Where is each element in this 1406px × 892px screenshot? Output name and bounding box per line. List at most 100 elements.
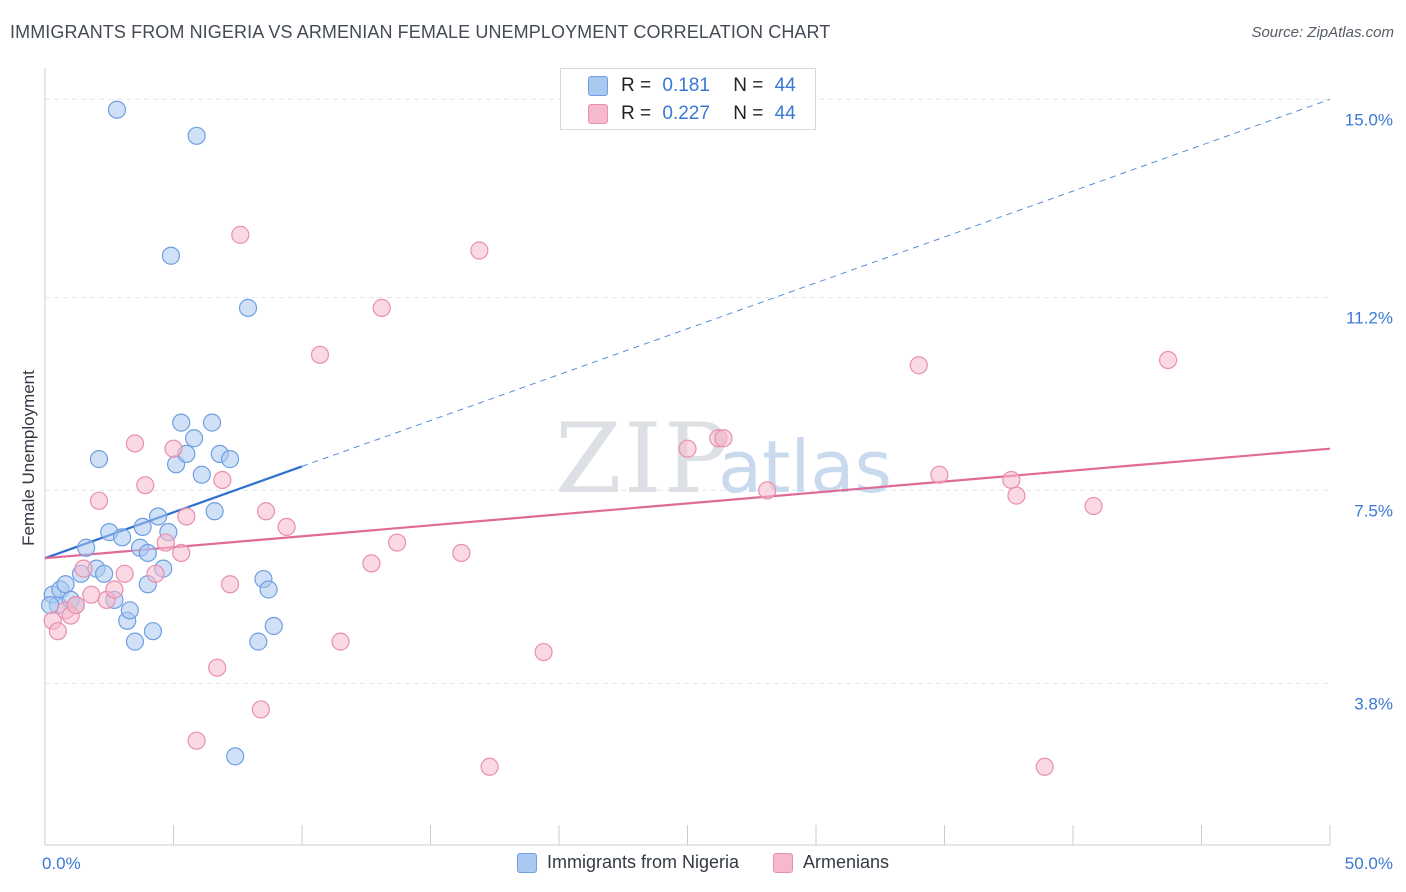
point-nigeria (205, 502, 224, 521)
point-nigeria (125, 632, 145, 651)
point-nigeria (172, 413, 191, 432)
point-nigeria (112, 528, 132, 547)
point-armenians (310, 345, 330, 364)
point-nigeria (238, 298, 258, 317)
data-points (41, 100, 1178, 776)
point-armenians (362, 554, 381, 573)
watermark-atlas: atlas (718, 425, 892, 509)
series-legend: Immigrants from Nigeria Armenians (0, 852, 1406, 873)
point-nigeria (184, 429, 204, 448)
stats-r-label: R = (621, 75, 652, 96)
point-armenians (172, 543, 191, 563)
point-nigeria (264, 616, 283, 636)
point-armenians (1084, 496, 1103, 516)
point-nigeria (107, 100, 127, 119)
point-nigeria (259, 580, 278, 599)
legend-item-nigeria[interactable]: Immigrants from Nigeria (516, 852, 739, 873)
point-armenians (187, 731, 206, 750)
trend-line-nigeria-extended (301, 98, 1331, 467)
point-armenians (136, 476, 155, 495)
point-armenians (105, 580, 124, 599)
point-armenians (452, 543, 471, 563)
point-armenians (534, 642, 553, 662)
point-armenians (1007, 486, 1026, 505)
point-armenians (1035, 757, 1054, 776)
chart-title: IMMIGRANTS FROM NIGERIA VS ARMENIAN FEMA… (10, 22, 831, 42)
point-armenians (714, 429, 733, 448)
x-tick-label: 50.0% (1345, 854, 1393, 873)
point-armenians (74, 559, 93, 578)
stats-legend: R = 0.181 N = 44 R = 0.227 N = 44 (560, 68, 816, 130)
legend-label-armenians: Armenians (803, 852, 890, 872)
stats-swatch-nigeria (588, 76, 608, 96)
point-nigeria (161, 246, 181, 265)
point-armenians (208, 658, 227, 677)
point-nigeria (220, 450, 240, 469)
legend-item-armenians[interactable]: Armenians (773, 852, 889, 873)
point-nigeria (187, 126, 206, 145)
tick-labels: 15.0% 11.2% 7.5% 3.8% 0.0% 50.0% (42, 110, 1393, 873)
stats-n-value: 44 (774, 103, 796, 124)
axes (44, 68, 1331, 846)
stats-n-label: N = (733, 75, 764, 96)
point-nigeria (192, 465, 211, 484)
legend-label-nigeria: Immigrants from Nigeria (546, 852, 739, 872)
gridlines (45, 98, 1330, 684)
point-armenians (251, 700, 270, 719)
stats-r-label: R = (621, 103, 652, 124)
point-nigeria (148, 507, 168, 526)
point-nigeria (77, 538, 96, 557)
point-armenians (1158, 350, 1178, 370)
x-tick-label: 0.0% (42, 854, 81, 873)
point-armenians (387, 533, 407, 552)
y-tick-label: 3.8% (1354, 694, 1393, 713)
stats-swatch-armenians (588, 104, 608, 124)
point-armenians (164, 439, 183, 458)
y-tick-label: 11.2% (1346, 308, 1393, 327)
watermark-zip: ZIP (555, 403, 730, 515)
point-armenians (277, 517, 296, 536)
point-armenians (48, 622, 67, 641)
point-nigeria (138, 543, 157, 563)
point-armenians (331, 632, 350, 651)
legend-swatch-armenians (773, 852, 793, 873)
point-armenians (231, 225, 250, 244)
point-armenians (146, 564, 165, 583)
point-armenians (82, 585, 101, 604)
point-nigeria (133, 517, 152, 536)
stats-r-value: 0.227 (662, 103, 710, 124)
point-armenians (125, 434, 145, 453)
point-armenians (156, 533, 175, 552)
point-nigeria (120, 601, 139, 620)
point-armenians (758, 481, 777, 500)
point-nigeria (95, 564, 114, 583)
point-armenians (909, 356, 928, 375)
point-armenians (678, 439, 697, 458)
y-tick-label: 7.5% (1354, 501, 1393, 520)
stats-r-value: 0.181 (662, 75, 710, 96)
point-nigeria (226, 747, 245, 766)
point-armenians (1002, 470, 1021, 490)
watermark: ZIP atlas (555, 403, 892, 515)
point-nigeria (89, 450, 109, 469)
point-armenians (89, 491, 109, 510)
point-armenians (372, 298, 391, 317)
source-credit: Source: ZipAtlas.com (1251, 24, 1394, 41)
point-armenians (66, 596, 85, 615)
stats-n-value: 44 (774, 75, 796, 96)
trend-line-armenians (44, 447, 1331, 560)
legend-swatch-nigeria (516, 852, 537, 873)
point-nigeria (56, 575, 75, 594)
y-tick-label: 15.0% (1345, 110, 1393, 129)
point-armenians (177, 507, 196, 526)
point-armenians (930, 465, 949, 484)
point-armenians (213, 470, 232, 490)
point-armenians (256, 502, 276, 521)
point-armenians (220, 575, 240, 594)
point-armenians (480, 757, 499, 776)
point-nigeria (249, 632, 268, 651)
point-armenians (470, 241, 489, 260)
point-nigeria (41, 596, 60, 615)
point-nigeria (143, 622, 163, 641)
